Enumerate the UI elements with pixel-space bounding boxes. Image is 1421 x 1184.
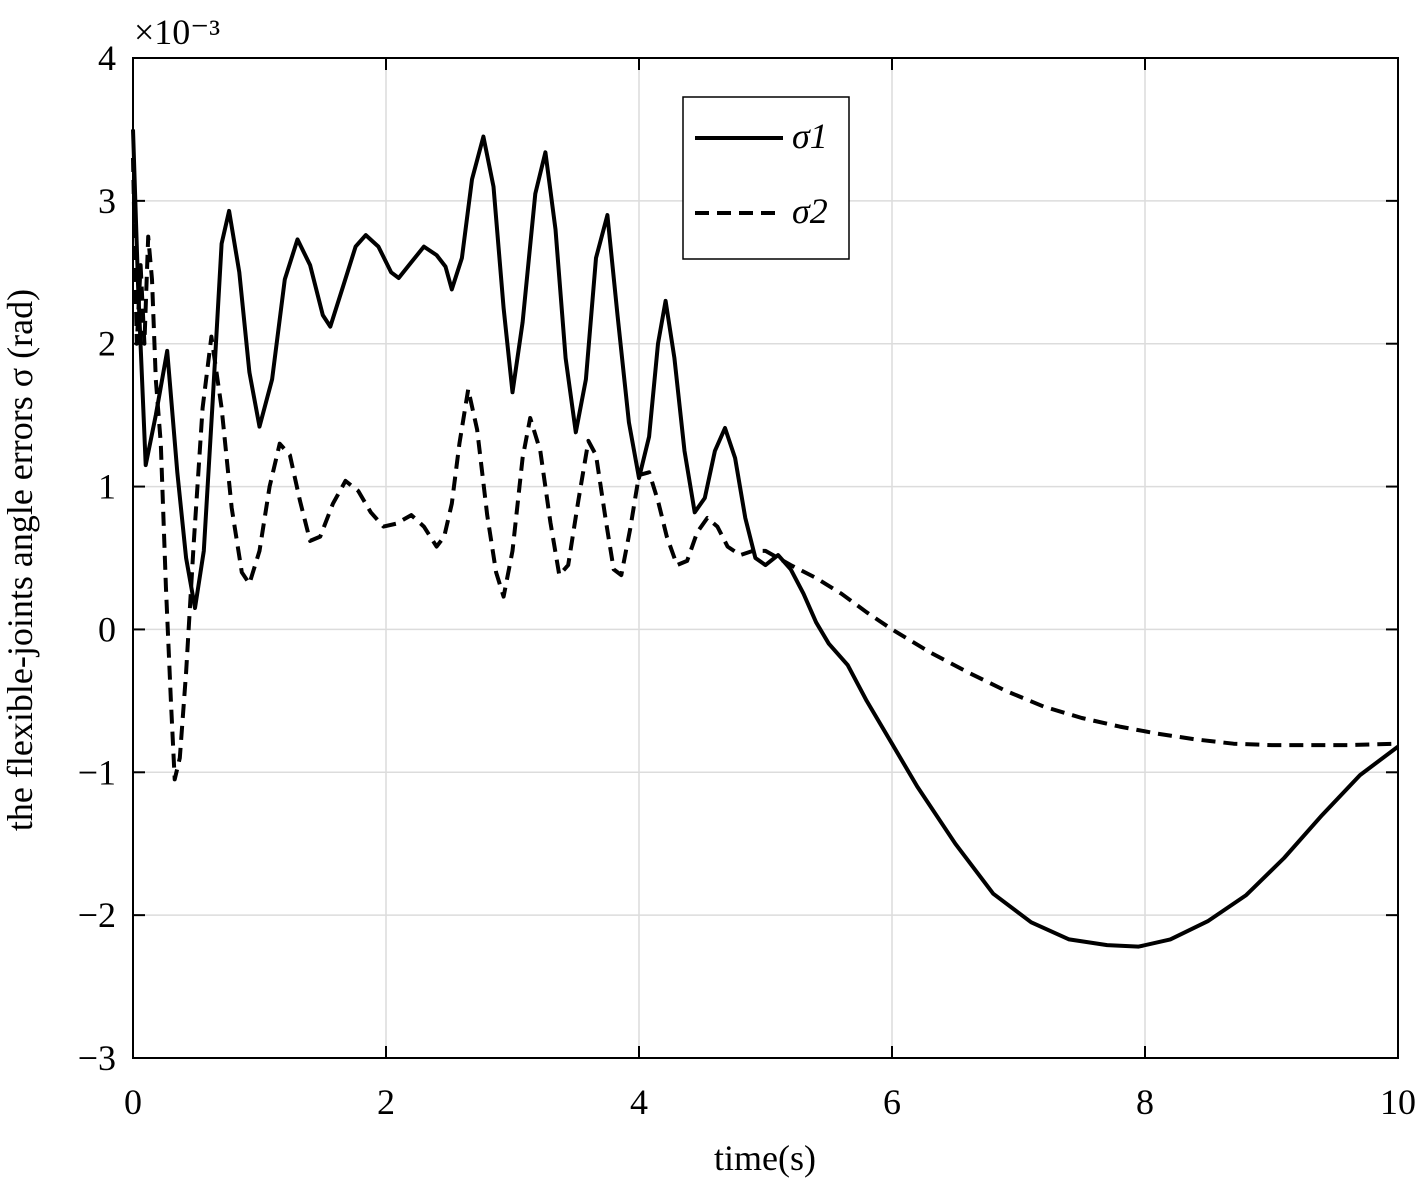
y-tick-label: 0 [98,609,116,649]
legend: σ1 σ2 [682,96,850,260]
series-line-2 [131,157,1399,782]
y-tick-label: −1 [78,752,116,792]
legend-label-sigma2: σ2 [792,191,828,231]
x-tick-label: 2 [377,1082,395,1122]
plot-area-border [132,57,1399,1059]
y-tick-label: −2 [78,895,116,935]
series-line-1 [131,129,1400,949]
x-tick-label: 8 [1136,1082,1154,1122]
series-layer [131,129,1400,949]
y-axis-label: the flexible-joints angle errors σ (rad) [0,289,40,831]
y-tick-label: 4 [98,38,116,78]
y-tick-label: 3 [98,181,116,221]
y-multiplier-label: ×10⁻³ [134,12,220,52]
y-tick-label: 1 [98,467,116,507]
legend-box [682,96,850,260]
x-tick-label: 10 [1380,1082,1416,1122]
y-tick-label: 2 [98,324,116,364]
axis-ticks [132,57,1399,1059]
x-axis-label: time(s) [714,1138,816,1178]
x-tick-label: 6 [883,1082,901,1122]
y-tick-label: −3 [78,1038,116,1078]
x-tick-label: 4 [630,1082,648,1122]
legend-label-sigma1: σ1 [792,116,828,156]
axis-tick-labels: 0 2 4 6 8 10 −3 −2 −1 0 1 2 3 4 [78,38,1416,1122]
x-tick-label: 0 [124,1082,142,1122]
